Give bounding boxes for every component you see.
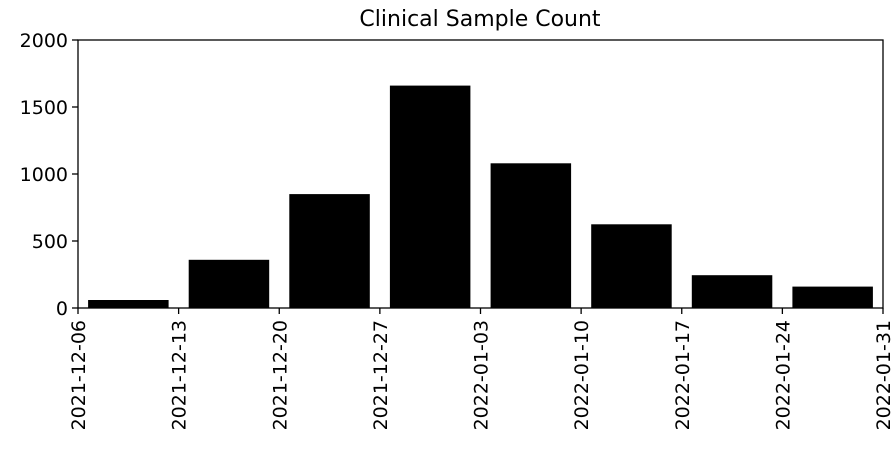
bar-2022-01-10 xyxy=(591,224,672,309)
y-axis: 0 500 1000 1500 2000 xyxy=(20,30,78,320)
x-tick-label: 2022-01-24 xyxy=(772,320,794,430)
x-tick-label: 2021-12-20 xyxy=(269,320,291,430)
x-axis: 2021-12-06 2021-12-13 2021-12-20 2021-12-27… xyxy=(68,308,893,430)
x-tick-label: 2021-12-27 xyxy=(370,320,392,430)
bar-2022-01-17 xyxy=(691,275,773,308)
bar-2022-01-24 xyxy=(792,286,873,308)
y-tick-label: 1000 xyxy=(20,164,68,186)
x-tick-label: 2021-12-06 xyxy=(68,320,90,430)
x-tick-label: 2021-12-13 xyxy=(169,320,191,430)
y-tick-label: 500 xyxy=(32,231,68,253)
bar-2022-01-03 xyxy=(490,163,572,308)
y-tick-label: 0 xyxy=(56,298,68,320)
bar-2021-12-06 xyxy=(88,300,169,308)
bar-2021-12-20 xyxy=(289,194,370,308)
x-tick-label: 2022-01-17 xyxy=(672,320,694,430)
bar-2021-12-27 xyxy=(389,85,471,308)
chart-title: Clinical Sample Count xyxy=(359,7,601,32)
bar-2021-12-13 xyxy=(188,259,270,308)
y-tick-label: 1500 xyxy=(20,97,68,119)
x-tick-label: 2022-01-10 xyxy=(571,320,593,430)
plot-frame xyxy=(77,39,884,309)
bars-group xyxy=(88,85,873,309)
x-tick-label: 2022-01-03 xyxy=(471,320,493,430)
x-tick-label: 2022-01-31 xyxy=(873,320,893,430)
y-tick-label: 2000 xyxy=(20,30,68,52)
